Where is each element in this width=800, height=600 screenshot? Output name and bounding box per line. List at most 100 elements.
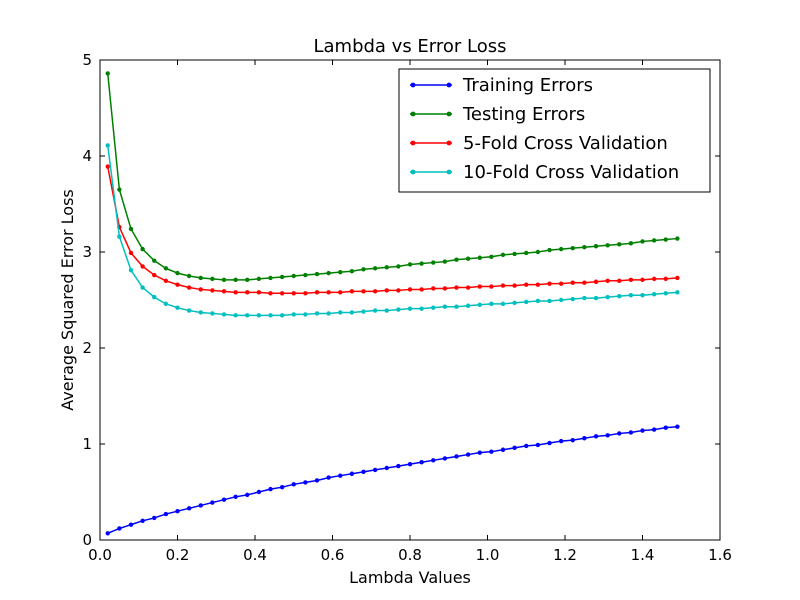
- data-point-2-45: [628, 277, 634, 283]
- data-point-3-14: [268, 313, 273, 318]
- data-point-2-6: [175, 282, 180, 287]
- data-point-3-35: [512, 300, 517, 306]
- data-point-0-17: [303, 480, 308, 485]
- x-tick-label: 0.8: [398, 546, 422, 564]
- data-point-0-28: [431, 458, 436, 463]
- data-point-3-13: [256, 313, 262, 318]
- legend-swatch-marker: [446, 169, 452, 175]
- data-point-3-45: [628, 293, 634, 298]
- data-point-3-6: [175, 305, 180, 310]
- data-point-1-14: [268, 275, 273, 281]
- data-point-0-21: [349, 471, 355, 476]
- legend: Training Errors Testing Errors 5-Fold Cros…: [398, 68, 711, 193]
- data-point-1-43: [605, 243, 610, 248]
- x-tick-label: 1.6: [708, 546, 732, 564]
- data-point-3-23: [372, 308, 378, 313]
- data-point-0-45: [628, 430, 634, 435]
- data-point-3-42: [593, 295, 599, 301]
- data-point-0-11: [233, 494, 238, 499]
- data-point-3-29: [442, 304, 448, 309]
- data-point-3-8: [198, 310, 203, 315]
- data-point-1-8: [198, 275, 203, 281]
- data-point-0-0: [105, 531, 110, 536]
- data-point-3-47: [651, 292, 657, 297]
- data-point-2-7: [186, 285, 192, 290]
- data-point-1-34: [500, 252, 506, 258]
- data-point-0-18: [314, 478, 320, 483]
- data-point-3-5: [163, 301, 169, 307]
- data-point-3-11: [233, 313, 238, 318]
- data-point-2-49: [675, 275, 680, 281]
- data-point-1-25: [396, 264, 401, 269]
- legend-swatch-marker: [410, 111, 416, 117]
- data-point-0-6: [175, 509, 180, 514]
- data-point-3-40: [570, 296, 575, 302]
- data-point-3-10: [221, 312, 227, 317]
- data-point-3-37: [535, 298, 541, 304]
- chart-title: Lambda vs Error Loss: [313, 36, 506, 57]
- data-point-0-48: [663, 425, 668, 430]
- data-point-3-44: [617, 293, 622, 299]
- data-point-1-19: [326, 270, 331, 276]
- data-point-2-11: [233, 290, 238, 295]
- data-point-3-46: [640, 293, 645, 298]
- legend-swatch-marker: [446, 111, 452, 117]
- ticks-layer: 0.0 0.2 0.4 0.6 0.8 1.0 1.2 1.4 1.6 0 1 2 3 4 5: [82, 51, 731, 564]
- data-point-1-31: [465, 256, 471, 261]
- data-point-2-2: [128, 250, 134, 256]
- data-point-3-41: [582, 295, 587, 301]
- y-tick-label: 0: [82, 531, 92, 549]
- data-point-3-0: [105, 143, 110, 148]
- data-point-3-25: [396, 307, 401, 312]
- data-point-2-26: [407, 287, 413, 292]
- y-tick-label: 4: [82, 147, 92, 165]
- data-point-0-22: [361, 469, 366, 475]
- data-point-0-14: [268, 486, 273, 492]
- data-point-2-27: [419, 287, 424, 292]
- data-point-2-43: [605, 278, 610, 283]
- legend-swatch-marker: [410, 169, 416, 175]
- data-point-1-0: [105, 71, 110, 76]
- data-point-0-40: [570, 437, 575, 443]
- data-point-1-49: [675, 236, 680, 241]
- data-point-3-19: [326, 311, 331, 316]
- data-point-3-30: [454, 304, 459, 309]
- data-point-3-48: [663, 291, 668, 296]
- data-point-3-39: [558, 297, 564, 303]
- data-point-2-32: [477, 284, 482, 289]
- legend-swatch-marker: [410, 140, 416, 146]
- data-point-2-37: [535, 282, 541, 287]
- data-point-2-38: [547, 281, 552, 286]
- data-point-0-29: [442, 456, 448, 461]
- data-point-1-48: [663, 237, 668, 242]
- data-point-3-43: [605, 294, 610, 300]
- data-point-2-14: [268, 291, 273, 296]
- data-point-0-16: [291, 482, 296, 487]
- data-point-0-4: [152, 515, 157, 521]
- data-point-0-2: [128, 522, 134, 527]
- data-point-1-40: [570, 245, 575, 251]
- data-point-1-39: [558, 246, 564, 252]
- data-point-1-35: [512, 251, 517, 257]
- data-point-2-34: [500, 283, 506, 288]
- data-point-2-21: [349, 289, 355, 294]
- data-point-1-2: [128, 226, 134, 232]
- data-point-2-33: [489, 284, 494, 289]
- data-point-1-27: [419, 261, 424, 266]
- data-point-2-31: [465, 285, 471, 290]
- y-axis-title: Average Squared Error Loss: [58, 189, 77, 411]
- data-point-1-45: [628, 241, 634, 246]
- data-point-0-9: [210, 500, 215, 505]
- data-point-0-30: [454, 454, 459, 459]
- x-tick-label: 0.0: [88, 546, 112, 564]
- data-point-0-26: [407, 461, 413, 467]
- data-point-1-30: [454, 257, 459, 262]
- data-point-0-42: [593, 434, 599, 439]
- data-point-3-36: [524, 299, 529, 305]
- legend-label: 10-Fold Cross Validation: [463, 162, 679, 183]
- data-point-3-27: [419, 306, 424, 311]
- data-point-3-49: [675, 290, 680, 295]
- data-point-2-9: [210, 288, 215, 293]
- data-point-0-25: [396, 463, 401, 469]
